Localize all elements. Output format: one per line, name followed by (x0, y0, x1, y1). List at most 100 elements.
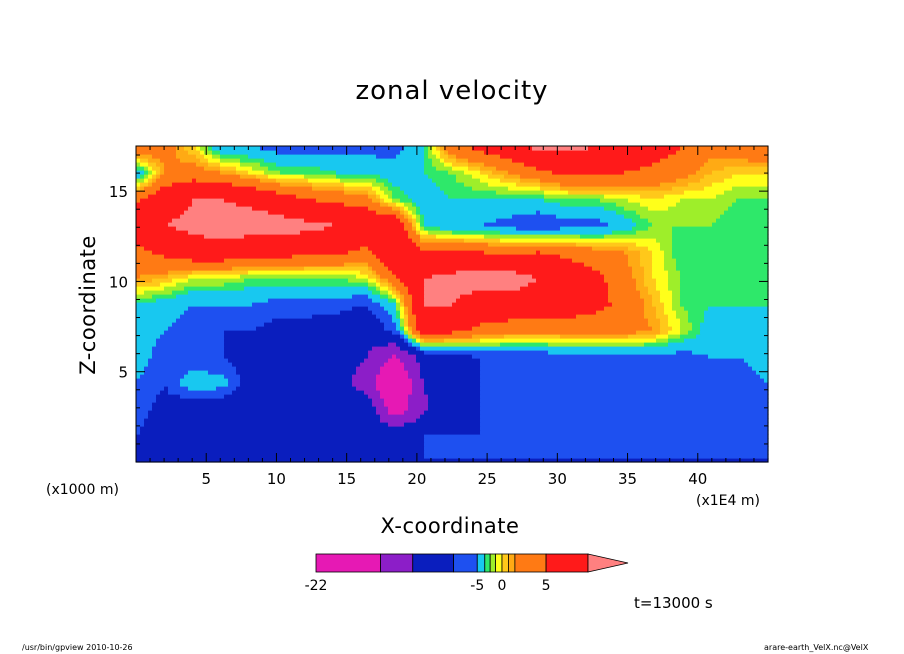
heatmap-cell (136, 250, 153, 255)
heatmap-cell (472, 290, 609, 295)
heatmap-cell (140, 182, 149, 187)
heatmap-cell (136, 262, 345, 267)
heatmap-cell (172, 218, 305, 223)
heatmap-cell (136, 234, 205, 239)
heatmap-cell (388, 278, 401, 283)
heatmap-cell (600, 270, 633, 275)
heatmap-cell (400, 346, 417, 351)
heatmap-cell (700, 166, 725, 171)
heatmap-cell (368, 246, 421, 251)
colorbar-segment (489, 553, 496, 573)
heatmap-cell (136, 430, 141, 435)
footer-left: /usr/bin/gpview 2010-10-26 (22, 643, 133, 652)
heatmap-cell (660, 294, 673, 299)
heatmap-cell (208, 162, 221, 167)
heatmap-cell (540, 186, 561, 191)
heatmap-cell (236, 170, 249, 175)
heatmap-cell (676, 258, 769, 263)
heatmap-cell (416, 334, 421, 339)
heatmap-cell (388, 266, 593, 271)
heatmap-cell (384, 398, 409, 403)
heatmap-cell (384, 362, 405, 367)
heatmap-cell (496, 190, 545, 195)
heatmap-cell (636, 242, 661, 247)
heatmap-cell (188, 274, 241, 279)
heatmap-cell (640, 290, 649, 295)
heatmap-cell (376, 286, 381, 291)
heatmap-cell (416, 222, 421, 227)
heatmap-cell (480, 394, 769, 399)
heatmap-cell (432, 274, 533, 279)
heatmap-cell (416, 214, 421, 219)
y-tick-label: 15 (109, 183, 128, 201)
heatmap-cell (336, 170, 425, 175)
heatmap-cell (396, 274, 433, 279)
heatmap-cell (136, 286, 165, 291)
heatmap-cell (156, 190, 277, 195)
heatmap-cell (404, 226, 413, 231)
heatmap-cell (408, 318, 417, 323)
heatmap-cell (152, 402, 373, 407)
heatmap-cell (672, 326, 681, 331)
x-tick-label: 30 (548, 470, 567, 488)
heatmap-cell (408, 402, 429, 407)
heatmap-cell (480, 382, 769, 387)
heatmap-cell (224, 374, 241, 379)
heatmap-cell (236, 370, 357, 375)
heatmap-cell (672, 230, 769, 235)
heatmap-cell (608, 294, 641, 299)
heatmap-cell (500, 154, 669, 159)
heatmap-cell (352, 378, 377, 383)
heatmap-cell (188, 206, 253, 211)
x-axis-unit-right: (x1E4 m) (696, 493, 760, 509)
heatmap-cell (136, 246, 145, 251)
heatmap-cell (480, 166, 497, 171)
heatmap-cell (696, 334, 769, 339)
heatmap-cell (136, 458, 769, 463)
colorbar-segment (315, 553, 381, 573)
heatmap-cell (452, 302, 613, 307)
heatmap-cell (392, 270, 457, 275)
heatmap-cell (156, 398, 373, 403)
heatmap-cell (444, 162, 453, 167)
heatmap-cell (280, 182, 313, 187)
heatmap-cell (508, 318, 649, 323)
heatmap-cell (396, 298, 401, 303)
heatmap-cell (136, 442, 425, 447)
heatmap-cell (396, 326, 401, 331)
heatmap-cell (136, 330, 165, 335)
heatmap-cell (728, 206, 769, 211)
heatmap-cell (156, 394, 181, 399)
heatmap-cell (408, 314, 417, 319)
heatmap-cell (268, 166, 321, 171)
heatmap-cell (412, 218, 417, 223)
heatmap-cell (136, 390, 161, 395)
heatmap-cell (372, 290, 381, 295)
heatmap-cell (536, 210, 541, 215)
heatmap-cell (268, 298, 373, 303)
heatmap-cell (704, 314, 769, 319)
heatmap-cell (156, 338, 225, 343)
heatmap-cell (608, 298, 645, 303)
heatmap-cell (672, 298, 681, 303)
heatmap-cell (664, 258, 677, 263)
heatmap-cell (424, 378, 481, 383)
heatmap-cell (352, 306, 369, 311)
heatmap-cell (736, 198, 769, 203)
heatmap-cell (464, 170, 481, 175)
heatmap-cell (412, 302, 425, 307)
heatmap-cell (484, 234, 581, 239)
heatmap-cell (748, 158, 769, 163)
heatmap-cell (412, 226, 417, 231)
heatmap-cell (232, 362, 361, 367)
heatmap-cell (420, 334, 473, 339)
heatmap-cell (440, 150, 445, 155)
heatmap-cell (136, 282, 161, 287)
heatmap-cell (548, 342, 645, 347)
heatmap-cell (520, 178, 541, 183)
heatmap-cell (500, 238, 657, 243)
heatmap-cell (368, 350, 409, 355)
heatmap-cell (416, 206, 421, 211)
heatmap-cell (488, 242, 577, 247)
heatmap-cell (680, 270, 769, 275)
